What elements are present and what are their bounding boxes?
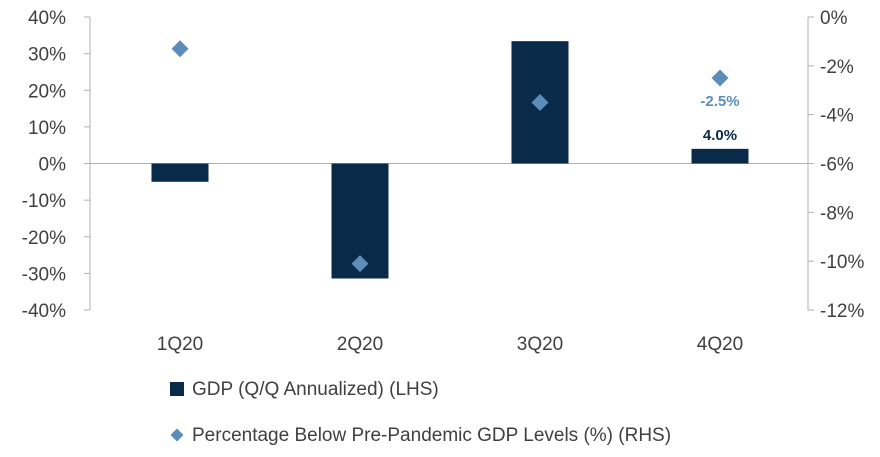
bar-4q20 (691, 148, 749, 164)
data-label: -2.5% (700, 93, 739, 110)
category-label: 1Q20 (157, 334, 203, 355)
right-axis-tick-label: 0% (820, 8, 848, 29)
diamond-point-3q20 (531, 93, 549, 111)
left-axis-tick-label: 40% (28, 8, 66, 29)
diamond-point-1q20 (171, 40, 189, 58)
left-axis-tick-label: 20% (28, 81, 66, 102)
data-label: 4.0% (703, 127, 737, 144)
left-axis-tick-label: -30% (22, 264, 66, 285)
legend-marker-diamond (170, 428, 184, 442)
left-axis-tick-label: 30% (28, 45, 66, 66)
right-axis-tick-label: -2% (820, 57, 854, 78)
left-axis-tick-label: 0% (39, 155, 67, 176)
right-axis-tick-label: -8% (820, 203, 854, 224)
diamond-point-4q20 (711, 69, 729, 87)
right-axis-tick-label: -10% (820, 252, 864, 273)
legend-label: GDP (Q/Q Annualized) (LHS) (192, 379, 439, 400)
right-axis-tick-label: -12% (820, 301, 864, 322)
legend-label: Percentage Below Pre-Pandemic GDP Levels… (192, 425, 671, 446)
diamond-point-2q20 (351, 255, 369, 273)
category-label: 4Q20 (697, 334, 743, 355)
left-axis-tick-label: 10% (28, 118, 66, 139)
right-axis-tick-label: -6% (820, 155, 854, 176)
category-label: 3Q20 (517, 334, 563, 355)
category-label: 2Q20 (337, 334, 383, 355)
left-axis-tick-label: -20% (22, 228, 66, 249)
left-axis-tick-label: -10% (22, 191, 66, 212)
legend-marker-square (170, 382, 184, 396)
right-axis-tick-label: -4% (820, 106, 854, 127)
bar-1q20 (151, 163, 209, 182)
left-axis-tick-label: -40% (22, 301, 66, 322)
